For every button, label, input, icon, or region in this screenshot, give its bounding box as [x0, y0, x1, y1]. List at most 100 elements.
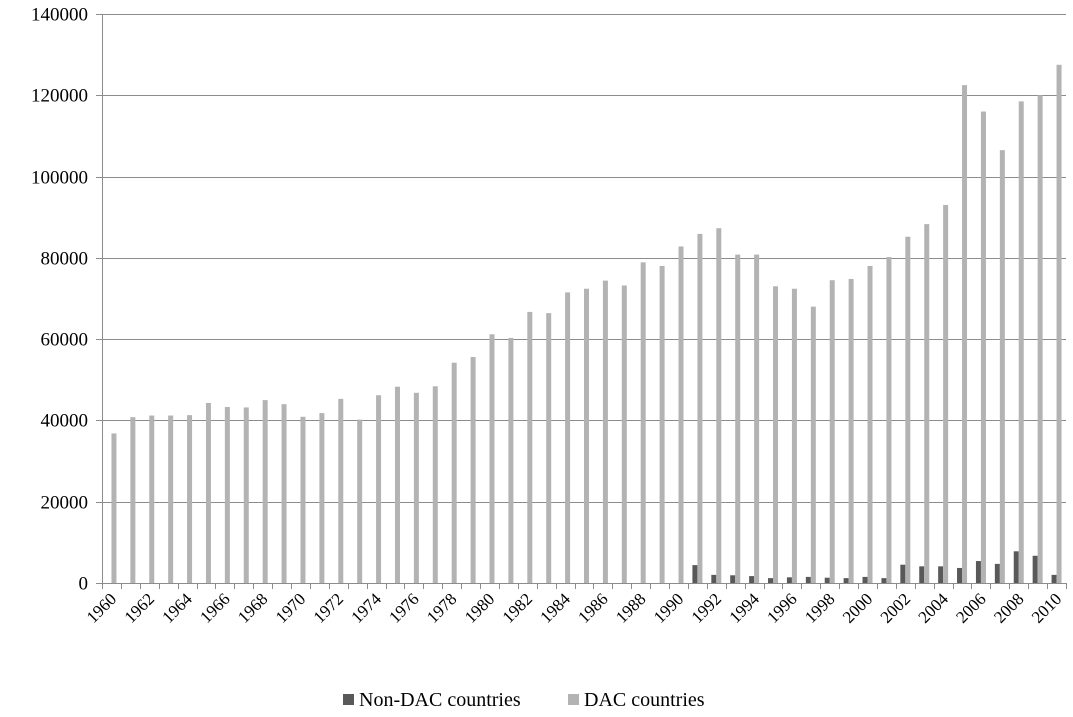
x-tick-label: 1964	[158, 589, 196, 627]
bar	[735, 254, 741, 583]
bar	[527, 311, 533, 583]
x-tick-label: 1970	[272, 589, 309, 626]
x-tick-label: 2000	[839, 589, 876, 626]
bar	[900, 564, 906, 583]
bar	[678, 246, 684, 583]
bar	[451, 362, 457, 583]
bar	[924, 224, 930, 583]
bar	[432, 386, 438, 583]
bar	[919, 566, 925, 583]
axes	[96, 14, 1067, 589]
bar	[692, 565, 698, 583]
bar	[149, 415, 155, 583]
bar	[470, 357, 476, 583]
legend-swatch-dac	[568, 694, 579, 705]
bar	[187, 415, 193, 583]
bar	[848, 278, 854, 583]
x-tick-label: 1998	[801, 589, 838, 626]
bar	[1013, 551, 1019, 583]
bar	[943, 205, 949, 583]
x-tick-label: 2002	[877, 589, 914, 626]
bar	[938, 566, 944, 583]
x-tick-label: 1982	[499, 589, 536, 626]
bar	[319, 413, 325, 583]
bar	[768, 578, 774, 583]
y-tick-label: 20000	[41, 493, 89, 514]
legend: Non-DAC countries DAC countries	[343, 689, 705, 711]
y-axis-tick-labels: 0 20000 40000 60000 80000 100000 120000 140000	[31, 5, 88, 595]
bar	[205, 402, 211, 583]
bar	[975, 561, 981, 583]
bar	[716, 228, 722, 583]
x-tick-label: 1980	[461, 589, 498, 626]
bar	[711, 574, 717, 583]
bar	[413, 392, 419, 583]
x-tick-label: 1984	[536, 589, 574, 627]
y-tick-label: 80000	[41, 249, 89, 270]
x-tick-label: 1996	[763, 589, 800, 626]
x-tick-label: 1962	[121, 589, 158, 626]
series-dac	[111, 64, 1062, 584]
bar	[886, 257, 892, 583]
bar	[754, 254, 760, 583]
series-non-dac	[692, 551, 1057, 583]
bar	[824, 577, 830, 583]
bar	[862, 576, 868, 583]
x-tick-label: 1986	[574, 589, 611, 626]
y-tick-label: 100000	[31, 168, 88, 189]
y-tick-label: 0	[79, 574, 89, 595]
bar	[905, 236, 911, 584]
bar	[881, 578, 887, 583]
y-tick-label: 60000	[41, 330, 89, 351]
x-axis-tick-labels: 1960 1962 1964 1966 1968 1970 1972 1974 1976 1978…	[83, 589, 1066, 627]
bar	[262, 400, 268, 583]
x-tick-label: 1966	[196, 589, 233, 626]
y-tick-label: 120000	[31, 86, 88, 107]
x-tick-label: 1988	[612, 589, 649, 626]
y-tick-label: 40000	[41, 411, 89, 432]
bar	[508, 337, 514, 583]
bar	[786, 577, 792, 583]
bar	[957, 567, 963, 583]
bar	[281, 404, 287, 583]
bar-series	[111, 64, 1062, 584]
bar	[602, 280, 608, 583]
x-tick-label: 1974	[347, 589, 385, 627]
bar	[300, 416, 306, 583]
x-tick-label: 1972	[310, 589, 347, 626]
bar	[168, 415, 174, 583]
bar	[829, 280, 835, 583]
bar	[843, 578, 849, 583]
bar	[962, 85, 968, 583]
bar	[130, 417, 136, 583]
bar	[659, 265, 665, 583]
bar	[773, 286, 779, 583]
bar	[489, 334, 495, 583]
x-tick-label: 2008	[990, 589, 1027, 626]
bar	[376, 395, 382, 583]
x-tick-label: 1992	[688, 589, 725, 626]
bar	[1056, 64, 1062, 583]
bar	[867, 265, 873, 583]
bar	[1037, 95, 1043, 584]
bar	[749, 576, 755, 583]
bar	[1051, 574, 1057, 583]
legend-label-dac: DAC countries	[584, 689, 705, 711]
bar	[810, 306, 816, 583]
x-tick-label: 2006	[952, 589, 989, 626]
legend-swatch-non-dac	[343, 694, 354, 705]
x-tick-label: 1990	[650, 589, 687, 626]
bar	[791, 288, 797, 583]
bar	[980, 111, 986, 584]
bar	[805, 576, 811, 583]
legend-label-non-dac: Non-DAC countries	[359, 689, 521, 711]
bar	[1018, 101, 1024, 583]
bar	[994, 563, 1000, 583]
bar	[357, 419, 363, 583]
bar	[640, 262, 646, 583]
x-tick-label: 1960	[83, 589, 120, 626]
x-tick-label: 1978	[423, 589, 460, 626]
bar	[546, 313, 552, 583]
bar	[1032, 555, 1038, 583]
